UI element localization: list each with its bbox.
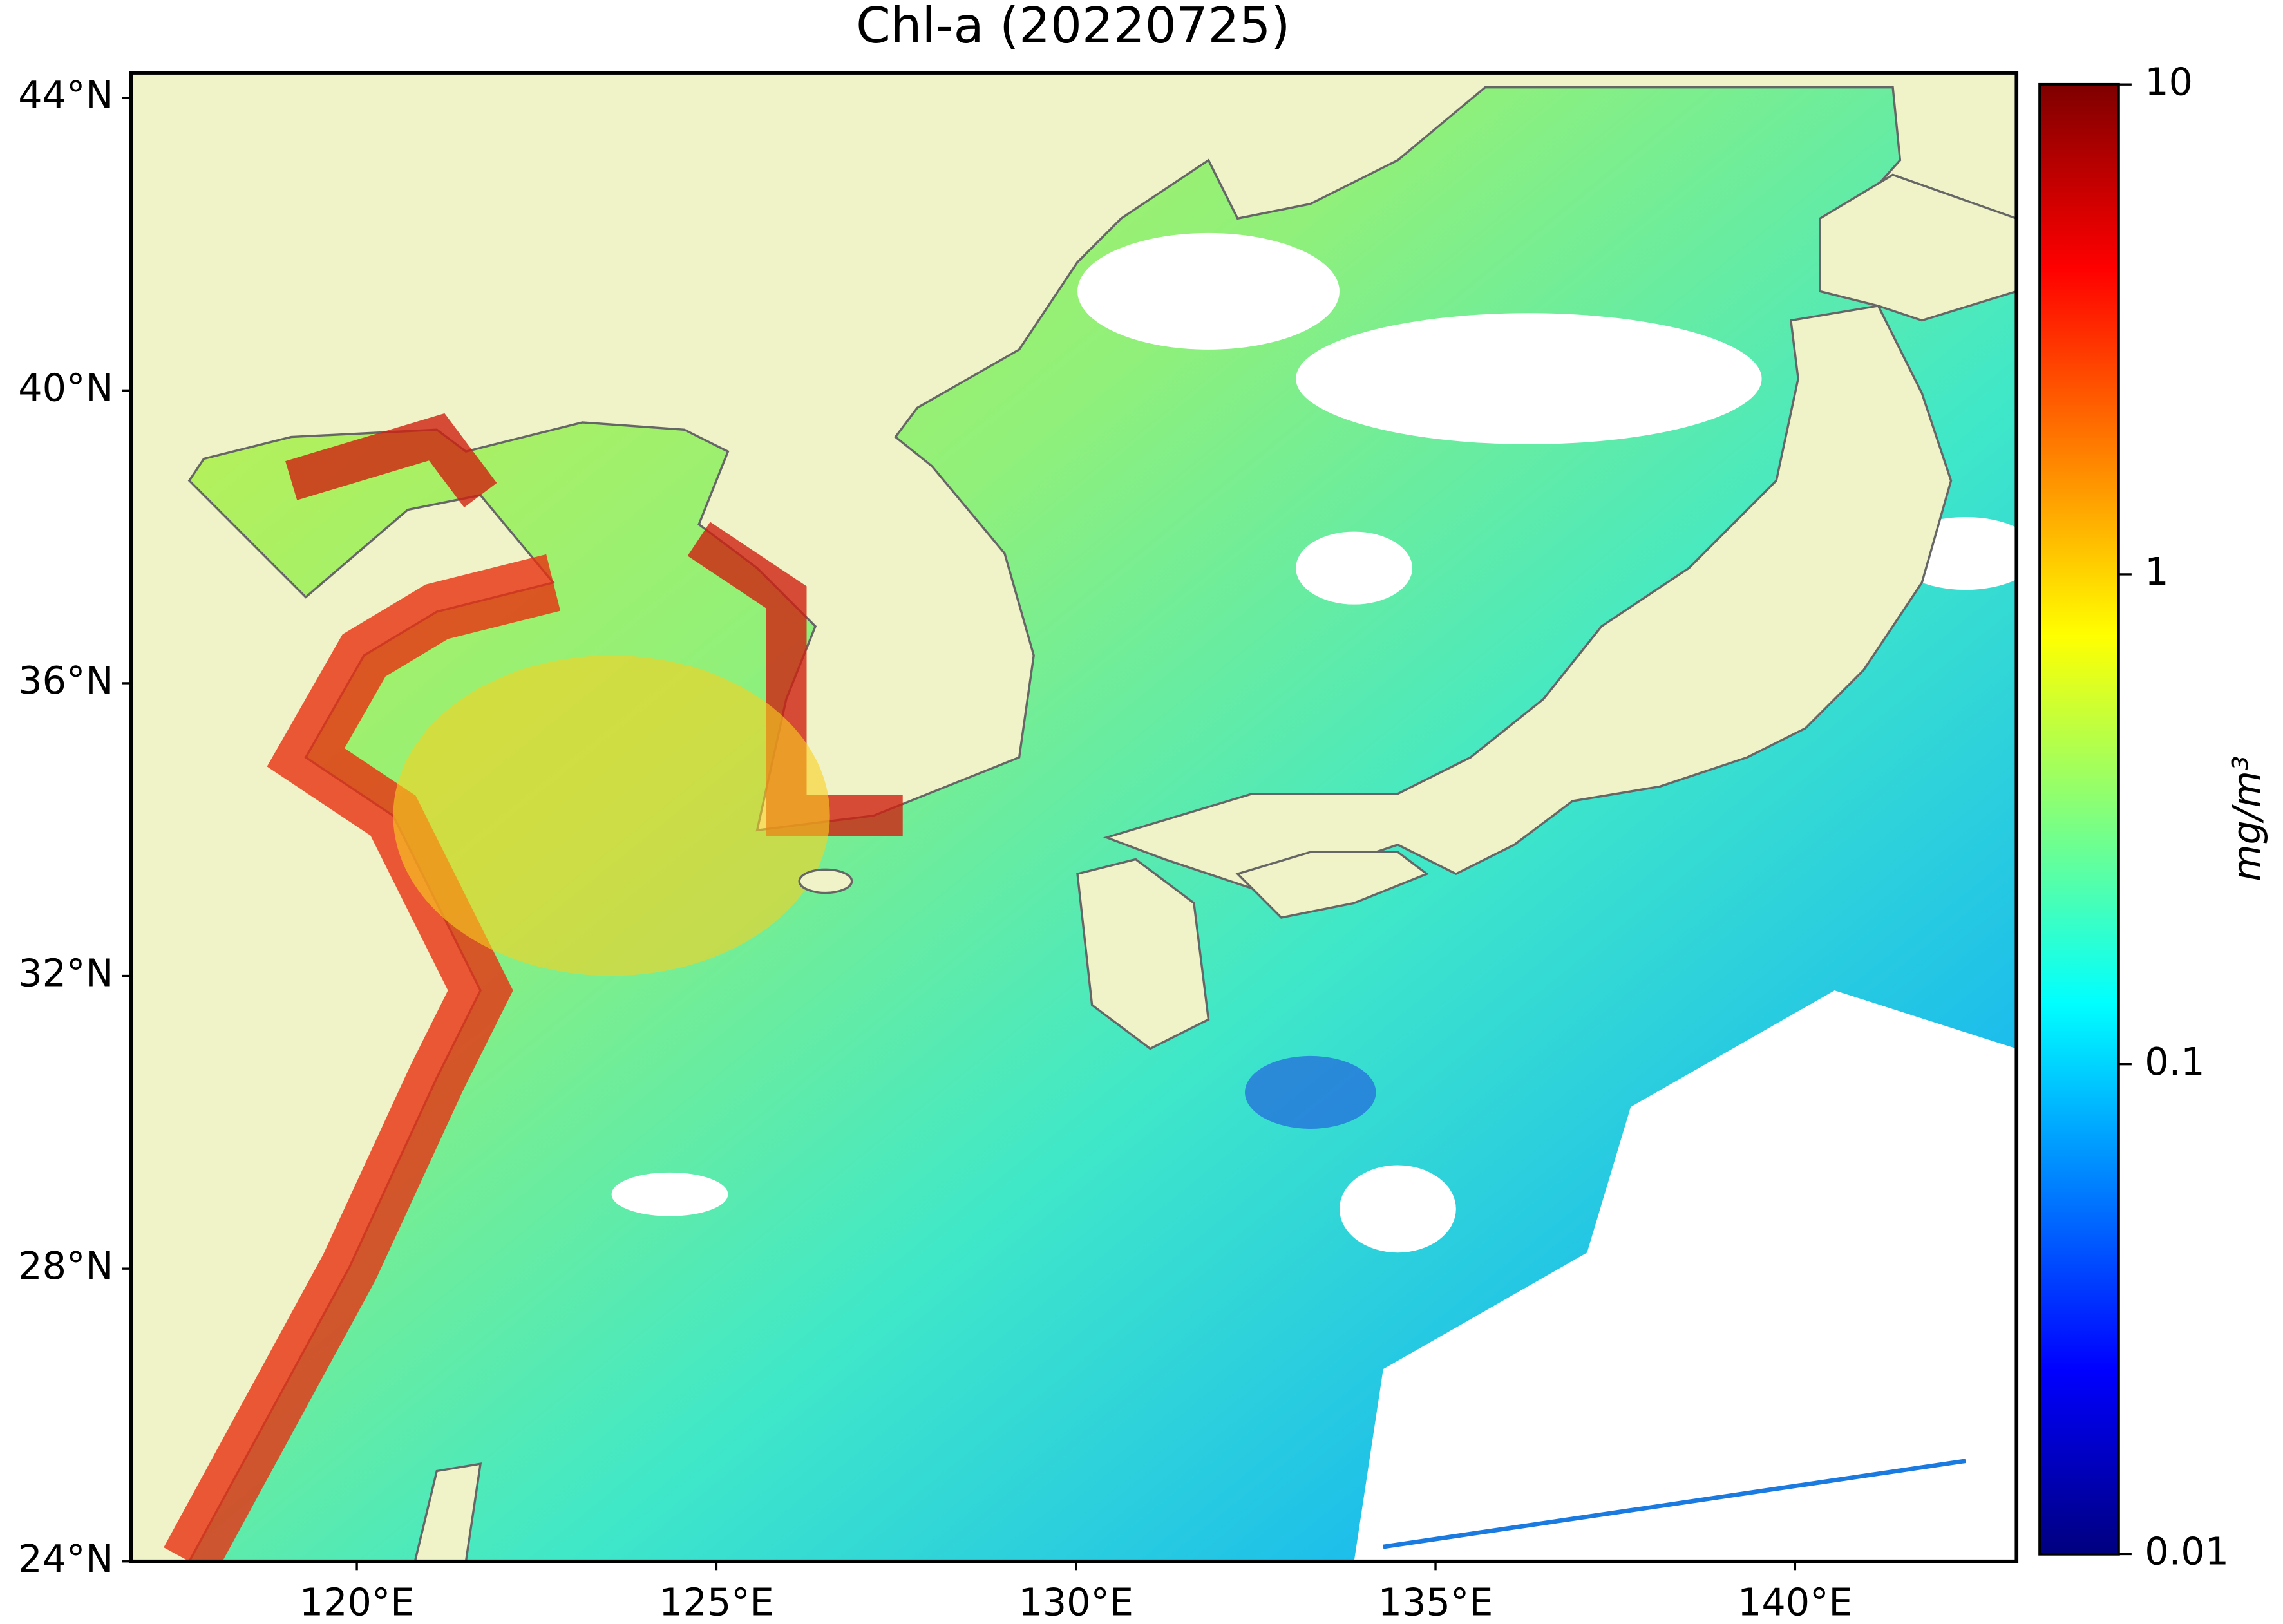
colorbar-label: mg/m³ — [2224, 756, 2269, 882]
y-tick-label: 36°N — [18, 658, 113, 703]
y-tick-label: 28°N — [18, 1243, 113, 1288]
y-tick-label: 24°N — [18, 1536, 113, 1581]
colorbar-tick-label: 0.01 — [2145, 1529, 2229, 1574]
colorbar-tick-label: 0.1 — [2145, 1039, 2204, 1084]
colorbar — [2038, 82, 2120, 1556]
x-tick-label: 120°E — [299, 1580, 415, 1624]
bloom-patch — [393, 655, 830, 976]
y-tick-label: 44°N — [18, 73, 113, 117]
x-tick-label: 135°E — [1378, 1580, 1493, 1624]
chart-title: Chl-a (20220725) — [856, 0, 1290, 55]
colorbar-tick-label: 1 — [2145, 549, 2168, 594]
swath-artifact — [1383, 1459, 1966, 1549]
map — [131, 73, 2017, 1562]
islands — [413, 173, 2017, 1562]
x-tick-label: 140°E — [1738, 1580, 1853, 1624]
coastal-bloom — [285, 413, 903, 836]
y-tick-label: 40°N — [18, 365, 113, 410]
x-tick-label: 125°E — [659, 1580, 774, 1624]
low-chl-patch — [1245, 1055, 1376, 1129]
colorbar-tick-label: 10 — [2145, 59, 2193, 104]
map-frame — [129, 71, 2019, 1563]
y-tick-label: 32°N — [18, 951, 113, 996]
x-tick-label: 130°E — [1018, 1580, 1133, 1624]
clouds — [611, 232, 2017, 1562]
